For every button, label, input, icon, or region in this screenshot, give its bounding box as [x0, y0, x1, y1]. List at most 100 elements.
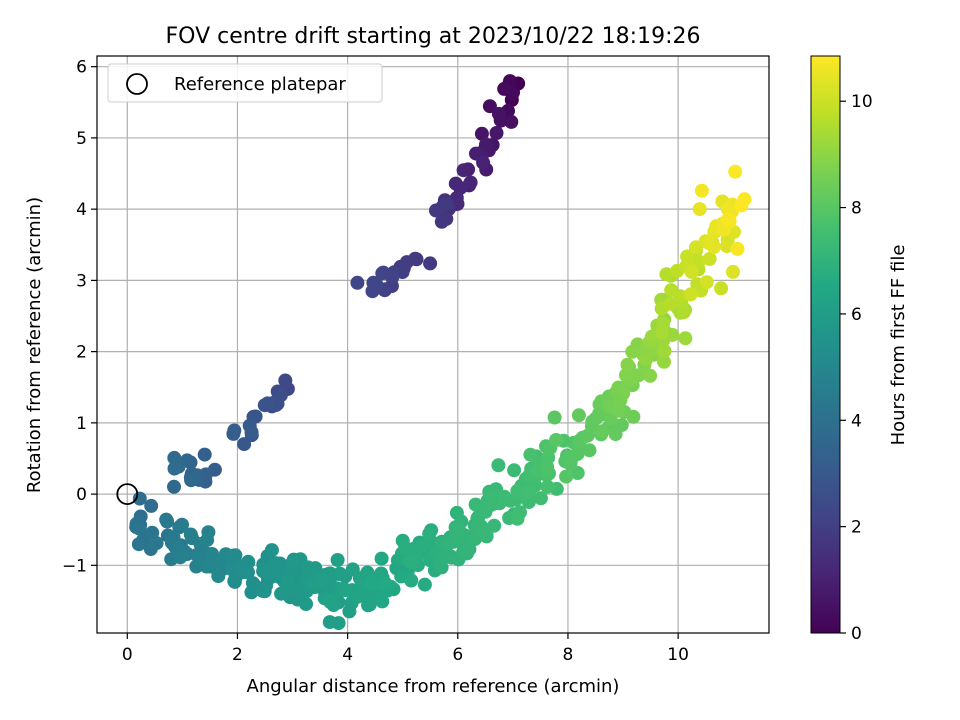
data-point	[350, 275, 365, 290]
legend: Reference platepar	[107, 63, 383, 103]
data-point	[211, 569, 226, 584]
scatter-points	[129, 74, 752, 631]
data-point	[304, 562, 319, 577]
data-point	[608, 427, 623, 442]
data-point	[510, 483, 525, 498]
data-point	[474, 126, 489, 141]
x-tick-label: 8	[563, 645, 574, 665]
data-point	[278, 373, 293, 388]
data-point	[226, 426, 241, 441]
x-tick-label: 0	[122, 645, 133, 665]
data-point	[571, 408, 586, 423]
data-point	[683, 287, 698, 302]
grid-lines	[97, 56, 769, 633]
data-point	[403, 555, 418, 570]
legend-box	[107, 63, 383, 103]
data-point	[620, 357, 635, 372]
data-point	[375, 266, 390, 281]
data-point	[491, 106, 506, 121]
data-point	[244, 585, 259, 600]
data-point	[159, 512, 174, 527]
data-point	[721, 212, 735, 227]
data-point	[547, 410, 562, 425]
data-point	[726, 264, 740, 279]
data-point	[132, 491, 147, 506]
y-axis-label: Rotation from reference (arcmin)	[24, 197, 45, 493]
data-point	[720, 239, 734, 254]
y-tick-label: 0	[76, 485, 87, 505]
colorbar-ticks: 0 2 4 6 8 10	[840, 92, 873, 644]
data-point	[728, 164, 743, 179]
data-point	[657, 344, 672, 358]
data-point	[322, 593, 337, 608]
data-point	[339, 583, 354, 598]
data-point	[694, 183, 709, 198]
data-point	[144, 498, 159, 513]
x-tick-label: 4	[342, 645, 353, 665]
data-point	[626, 409, 641, 424]
data-point	[226, 549, 241, 564]
x-axis-ticks: 0 2 4 6 8 10	[122, 633, 689, 665]
data-point	[643, 368, 658, 383]
y-tick-label: −1	[62, 556, 87, 576]
x-tick-label: 2	[232, 645, 243, 665]
x-axis-label: Angular distance from reference (arcmin)	[247, 676, 620, 697]
data-point	[264, 543, 279, 558]
data-point	[655, 325, 670, 340]
data-point	[456, 163, 471, 178]
data-point	[533, 491, 548, 506]
data-point	[489, 126, 504, 140]
data-point	[237, 437, 252, 452]
data-point	[414, 539, 429, 554]
data-point	[333, 567, 347, 582]
data-point	[479, 137, 493, 152]
data-point	[423, 256, 438, 271]
data-point	[374, 551, 389, 566]
data-point	[260, 396, 275, 411]
data-point	[678, 331, 693, 346]
legend-label: Reference platepar	[174, 74, 346, 95]
data-point	[507, 463, 522, 478]
data-point	[439, 197, 454, 211]
data-point	[549, 433, 564, 447]
data-point	[460, 546, 474, 561]
data-point	[132, 521, 147, 536]
data-point	[582, 443, 597, 458]
data-point	[497, 81, 512, 96]
data-point	[680, 249, 695, 264]
colorbar-label: Hours from first FF file	[888, 245, 909, 446]
data-point	[241, 565, 255, 580]
data-point	[584, 419, 599, 434]
data-point	[404, 573, 419, 588]
data-point	[313, 573, 328, 588]
data-point	[173, 550, 188, 565]
data-point	[259, 578, 274, 593]
data-point	[595, 424, 610, 439]
data-point	[617, 382, 631, 397]
data-point	[734, 198, 749, 213]
data-point	[631, 368, 646, 383]
data-point	[149, 536, 164, 551]
data-point	[167, 450, 182, 465]
colorbar-gradient	[810, 55, 841, 634]
data-point	[268, 556, 283, 571]
data-point	[699, 275, 714, 290]
data-point	[285, 556, 300, 571]
y-tick-label: 2	[76, 343, 87, 363]
data-point	[463, 175, 478, 190]
data-point	[702, 251, 717, 266]
data-point	[451, 521, 466, 535]
data-point	[540, 459, 555, 474]
y-tick-label: 5	[76, 129, 87, 149]
data-point	[478, 504, 493, 519]
colorbar-tick-label: 6	[851, 305, 862, 325]
data-point	[167, 479, 181, 494]
data-point	[375, 594, 390, 609]
data-point	[422, 526, 437, 541]
data-point	[434, 214, 449, 229]
data-point	[487, 518, 502, 533]
data-point	[673, 289, 688, 304]
data-point	[486, 491, 501, 506]
reference-platepar-point	[116, 483, 139, 505]
colorbar-tick-label: 8	[851, 199, 862, 219]
